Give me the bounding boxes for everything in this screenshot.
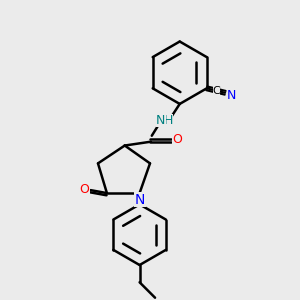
Text: N: N [227, 89, 236, 102]
Text: C: C [213, 86, 220, 96]
Text: N: N [135, 193, 146, 207]
Text: O: O [80, 183, 89, 196]
Text: O: O [172, 133, 182, 146]
Text: N: N [156, 114, 166, 128]
Text: H: H [164, 114, 173, 128]
